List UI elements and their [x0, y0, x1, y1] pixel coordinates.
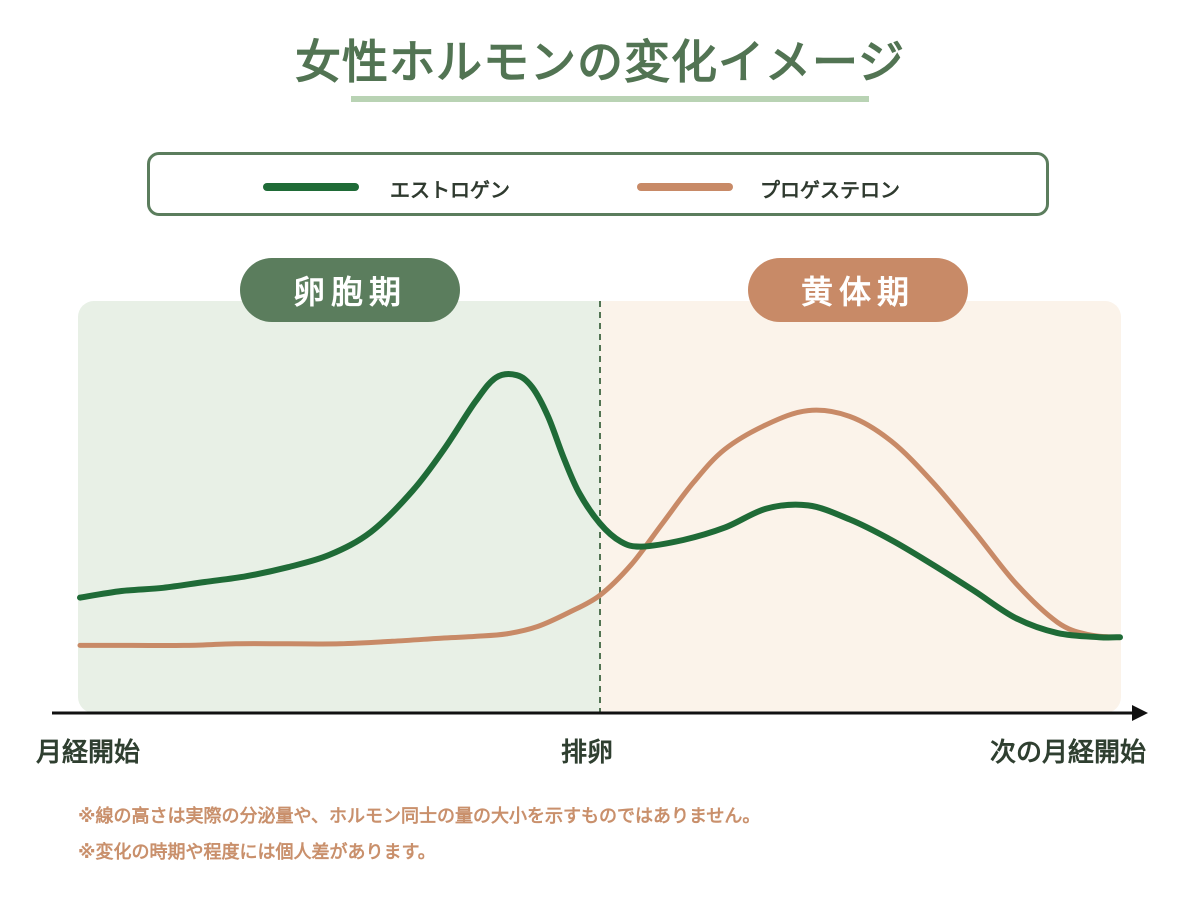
- legend: エストロゲン プロゲステロン: [147, 152, 1049, 216]
- legend-label-estrogen: エストロゲン: [390, 178, 510, 202]
- legend-label-progesterone: プロゲステロン: [760, 178, 900, 202]
- x-axis-arrow-icon: [1132, 705, 1148, 721]
- note-2: ※変化の時期や程度には個人差があります。: [78, 842, 436, 863]
- follicular-phase-area: [78, 301, 600, 713]
- progesterone-line: [77, 407, 1123, 649]
- legend-swatch-estrogen: [263, 183, 359, 191]
- title-underline: [351, 96, 869, 102]
- luteal-phase-area: [600, 301, 1121, 713]
- legend-swatch-progesterone: [637, 183, 733, 191]
- x-label-start: 月経開始: [36, 738, 141, 768]
- note-1: ※線の高さは実際の分泌量や、ホルモン同士の量の大小を示すものではありません。: [78, 806, 761, 827]
- page-title: 女性ホルモンの変化イメージ: [294, 35, 906, 89]
- phase-label-luteal: 黄体期: [748, 258, 968, 322]
- x-label-end: 次の月経開始: [990, 738, 1147, 768]
- luteal-phase-area-left-edge: [600, 301, 620, 713]
- x-label-ovulation: 排卵: [561, 738, 614, 768]
- phase-label-follicular: 卵胞期: [240, 258, 460, 322]
- estrogen-line: [77, 371, 1123, 641]
